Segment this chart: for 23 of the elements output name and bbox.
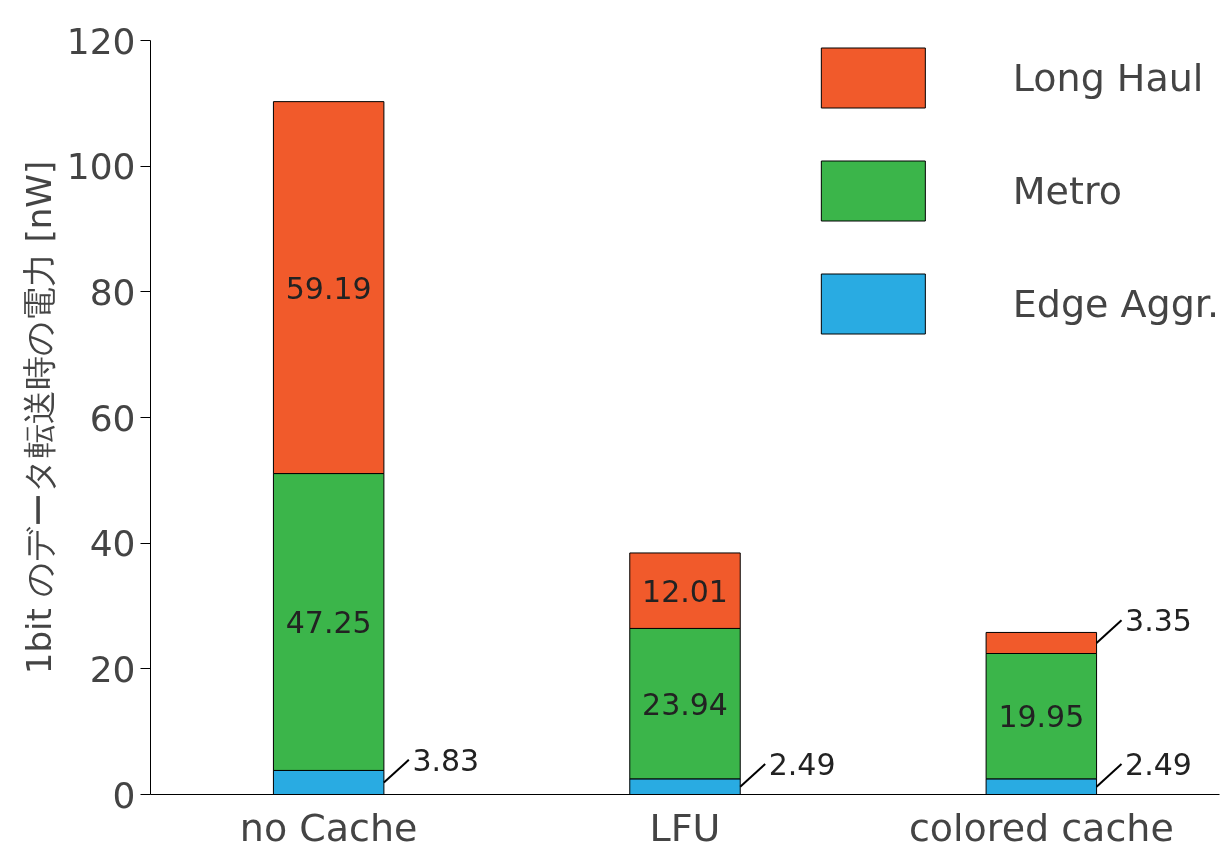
data-label: 2.49 [768,747,836,783]
legend-label: Metro [1012,168,1122,213]
y-tick-label: 40 [89,523,136,565]
legend-label: Edge Aggr. [1012,281,1219,326]
x-tick-label: colored cache [908,805,1174,850]
x-tick-label: no Cache [239,805,418,850]
legend-label: Long Haul [1012,55,1204,100]
data-label: 19.95 [998,699,1085,735]
data-label: 2.49 [1125,747,1192,783]
y-tick-label: 100 [66,146,136,188]
data-label: 59.19 [285,270,372,306]
y-tick-label: 120 [66,20,136,62]
data-label: 3.83 [412,742,480,778]
y-tick-label: 20 [89,648,136,690]
data-label: 12.01 [642,573,728,609]
x-tick-label: LFU [649,805,721,850]
y-axis-title: 1bit のデータ転送時の電力 [nW] [18,160,59,675]
data-label: 47.25 [285,604,372,640]
data-label: 23.94 [642,686,728,722]
y-tick-label: 60 [89,397,136,439]
y-tick-label: 80 [89,271,136,313]
y-tick-label: 0 [112,774,136,816]
data-label: 3.35 [1125,603,1192,639]
